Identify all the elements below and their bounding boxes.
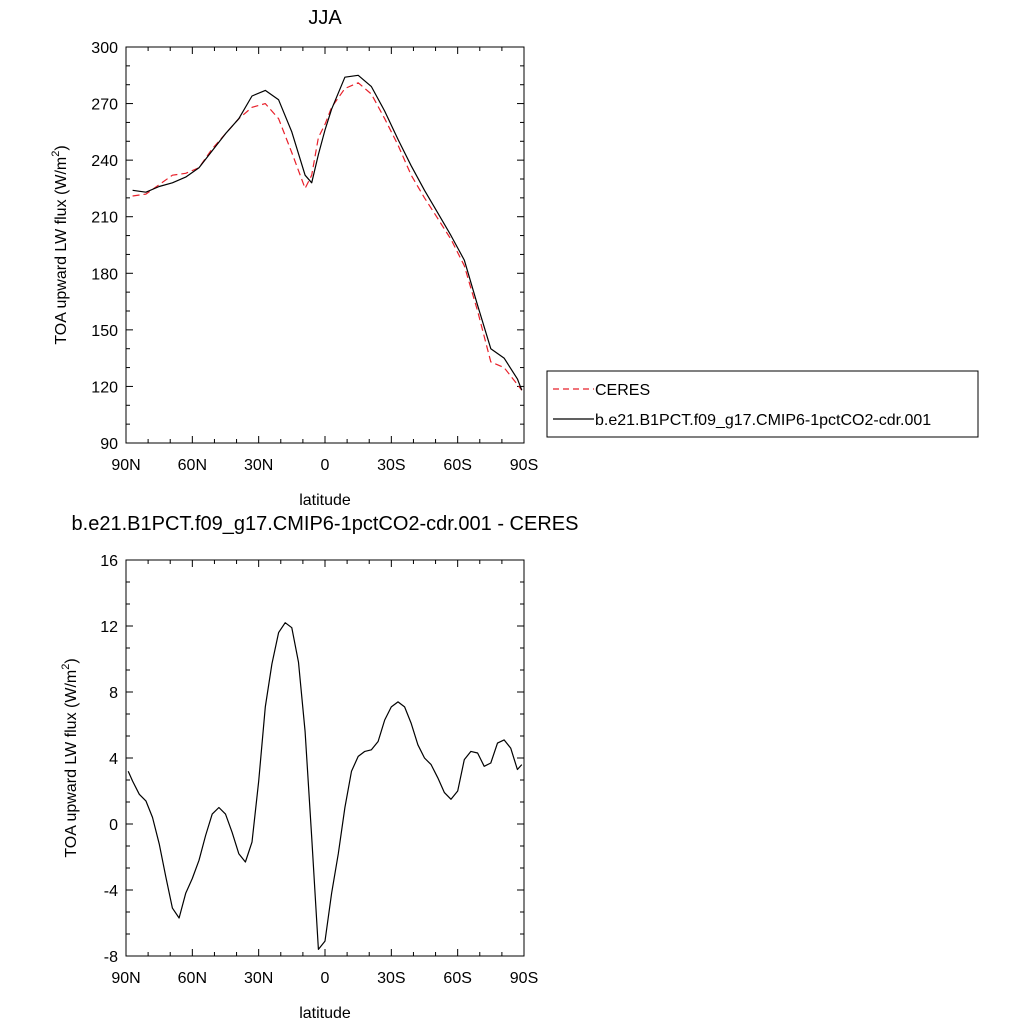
difference-series-line	[127, 622, 523, 951]
top-y-axis-label: TOA upward LW flux (W/m2)	[50, 145, 70, 344]
x-tick-label: 30S	[377, 970, 405, 987]
x-tick-label: 0	[321, 457, 330, 474]
x-tick-label: 0	[321, 970, 330, 987]
y-tick-label: -4	[104, 883, 118, 900]
x-tick-label: 60S	[443, 457, 471, 474]
legend-label-ceres: CERES	[595, 382, 650, 399]
y-tick-label: -8	[104, 949, 118, 966]
y-tick-label: 120	[91, 379, 118, 396]
bottom-series-lines	[127, 622, 523, 951]
top-panel: JJA 90N 60N 30N 0 30S 60S 90S 90 120 150 180 210 240…	[50, 7, 979, 509]
top-series-lines	[132, 74, 523, 391]
y-tick-label: 12	[100, 619, 118, 636]
y-tick-label: 210	[91, 210, 118, 227]
x-tick-label: 30S	[377, 457, 405, 474]
x-tick-label: 90S	[510, 970, 538, 987]
y-tick-label: 8	[109, 685, 118, 702]
y-tick-label: 16	[100, 553, 118, 570]
x-tick-label: 90S	[510, 457, 538, 474]
top-chart-title: JJA	[308, 7, 342, 29]
legend-label-model: b.e21.B1PCT.f09_g17.CMIP6-1pctCO2-cdr.00…	[595, 412, 931, 429]
ceres-series-line	[132, 82, 523, 391]
bottom-y-axis-label: TOA upward LW flux (W/m2)	[60, 658, 80, 857]
bottom-chart-title: b.e21.B1PCT.f09_g17.CMIP6-1pctCO2-cdr.00…	[72, 513, 579, 535]
b-e21-b1pct-f09-g17-cmip6-1pctco2-cdr-001-series-line	[132, 74, 523, 391]
y-tick-label: 300	[91, 40, 118, 57]
bottom-plot-frame	[125, 559, 525, 957]
top-legend: CERES b.e21.B1PCT.f09_g17.CMIP6-1pctCO2-…	[546, 370, 979, 438]
y-tick-label: 90	[100, 436, 118, 453]
bottom-x-axis-label: latitude	[299, 1005, 351, 1022]
top-plot-frame	[125, 46, 525, 444]
y-tick-label: 240	[91, 153, 118, 170]
bottom-ticks	[125, 559, 525, 957]
top-x-axis-label: latitude	[299, 492, 351, 509]
x-tick-label: 60N	[178, 970, 207, 987]
x-tick-label: 90N	[111, 970, 140, 987]
y-tick-label: 0	[109, 817, 118, 834]
y-tick-label: 4	[109, 751, 118, 768]
bottom-panel: b.e21.B1PCT.f09_g17.CMIP6-1pctCO2-cdr.00…	[60, 513, 578, 1022]
y-tick-label: 180	[91, 266, 118, 283]
x-tick-label: 60N	[178, 457, 207, 474]
x-tick-label: 90N	[111, 457, 140, 474]
x-tick-label: 60S	[443, 970, 471, 987]
y-tick-label: 150	[91, 323, 118, 340]
x-tick-label: 30N	[244, 457, 273, 474]
top-tick-labels: 90N 60N 30N 0 30S 60S 90S 90 120 150 180 210 240 270 3…	[91, 40, 538, 474]
bottom-tick-labels: 90N 60N 30N 0 30S 60S 90S -8 -4 0 4 8 12 16	[100, 553, 538, 987]
x-tick-label: 30N	[244, 970, 273, 987]
legend-box	[546, 370, 979, 438]
y-tick-label: 270	[91, 97, 118, 114]
top-ticks	[125, 46, 525, 444]
